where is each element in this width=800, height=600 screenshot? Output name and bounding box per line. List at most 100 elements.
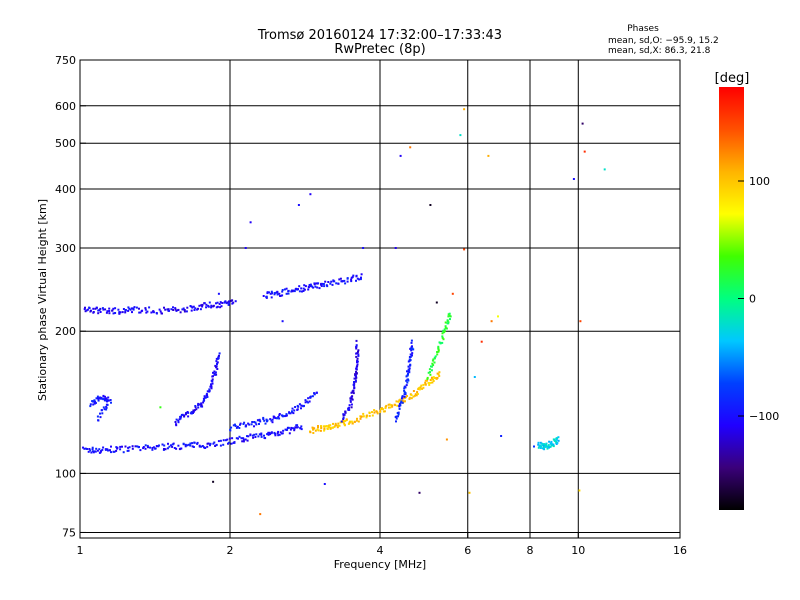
- echo-trace-point: [247, 435, 250, 438]
- echo-trace-point: [339, 277, 342, 280]
- echo-trace-point: [168, 309, 170, 312]
- echo-trace-point: [118, 312, 121, 315]
- echo-trace-point: [260, 435, 263, 438]
- echo-trace-point: [107, 449, 110, 452]
- echo-trace-point: [128, 446, 131, 449]
- echo-trace-point: [341, 280, 344, 283]
- echo-trace-point: [167, 442, 169, 445]
- echo-scatter-point: [463, 108, 466, 111]
- echo-trace-point: [387, 403, 390, 406]
- echo-trace-point: [431, 362, 434, 365]
- echo-trace-point: [431, 381, 434, 384]
- stats-heading: Phases: [627, 24, 659, 34]
- echo-trace-point: [132, 308, 135, 311]
- echo-trace-point: [379, 411, 382, 413]
- echo-trace-point: [298, 285, 301, 288]
- echo-trace-point: [309, 395, 312, 398]
- echo-trace-point: [312, 432, 315, 434]
- echo-trace-point: [296, 288, 299, 291]
- echo-trace-point: [556, 437, 559, 440]
- echo-trace-point: [239, 423, 241, 426]
- echo-scatter-point: [603, 168, 606, 171]
- echo-trace-point: [323, 285, 326, 288]
- echo-trace-point: [433, 361, 436, 364]
- colorbar-tick-label: 0: [749, 293, 756, 306]
- echo-trace-point: [106, 310, 109, 313]
- echo-trace-point: [446, 322, 449, 325]
- echo-trace-point: [182, 307, 185, 310]
- x-tick-label: 1: [77, 544, 84, 557]
- echo-trace-point: [87, 450, 90, 453]
- echo-trace-point: [273, 416, 276, 419]
- echo-trace-point: [131, 311, 133, 314]
- echo-trace-point: [102, 395, 105, 398]
- echo-trace-point: [213, 370, 216, 373]
- echo-scatter-point: [159, 406, 162, 409]
- echo-trace-point: [200, 405, 203, 408]
- echo-scatter-point: [490, 320, 493, 323]
- echo-trace-point: [116, 447, 119, 450]
- echo-trace-point: [83, 447, 86, 450]
- echo-trace-point: [424, 379, 427, 382]
- echo-trace-point: [448, 312, 451, 315]
- echo-trace-point: [271, 421, 274, 424]
- echo-trace-point: [228, 437, 231, 440]
- echo-scatter-point: [451, 292, 454, 295]
- echo-trace-point: [118, 311, 121, 314]
- echo-trace-point: [352, 274, 355, 277]
- echo-trace-point: [166, 447, 169, 450]
- echo-trace-point: [427, 371, 430, 374]
- echo-trace-point: [371, 414, 374, 417]
- echo-trace-point: [431, 359, 434, 362]
- echo-trace-point: [200, 304, 203, 307]
- echo-scatter-point: [394, 247, 397, 249]
- echo-trace-point: [252, 436, 255, 439]
- echo-trace-point: [100, 450, 103, 452]
- echo-trace-point: [442, 338, 445, 341]
- echo-trace-point: [410, 347, 412, 350]
- echo-trace-point: [269, 433, 272, 436]
- echo-trace-point: [127, 309, 130, 312]
- echo-scatter-point: [309, 193, 312, 196]
- echo-trace-point: [432, 376, 435, 379]
- echo-trace-point: [426, 378, 429, 380]
- echo-trace-point: [267, 433, 270, 436]
- echo-trace-point: [211, 382, 214, 385]
- echo-trace-point: [540, 445, 543, 448]
- echo-trace-point: [321, 282, 324, 285]
- echo-trace-point: [208, 388, 211, 391]
- echo-trace-point: [411, 354, 413, 357]
- echo-trace-point: [121, 445, 123, 448]
- echo-trace-point: [183, 414, 186, 417]
- echo-trace-point: [381, 407, 383, 410]
- x-tick-label: 16: [673, 544, 687, 557]
- echo-trace-point: [285, 413, 288, 416]
- echo-trace-point: [538, 444, 541, 447]
- echo-trace-point: [542, 446, 545, 449]
- echo-trace-point: [106, 400, 108, 403]
- echo-trace-point: [190, 412, 193, 415]
- echo-trace-point: [248, 423, 251, 426]
- echo-trace-point: [172, 306, 174, 309]
- echo-trace-point: [537, 443, 540, 446]
- echo-trace-point: [92, 451, 95, 454]
- echo-trace-point: [426, 379, 429, 382]
- echo-trace-point: [99, 311, 102, 313]
- echo-trace-point: [144, 444, 147, 447]
- echo-trace-point: [179, 417, 182, 420]
- y-tick-label: 300: [55, 242, 76, 255]
- echo-trace-point: [332, 422, 334, 425]
- echo-trace-point: [198, 304, 201, 307]
- echo-trace-point: [416, 391, 419, 394]
- echo-trace-point: [170, 444, 172, 447]
- echo-trace-point: [285, 414, 288, 417]
- echo-trace-point: [408, 371, 411, 374]
- echo-trace-point: [141, 309, 144, 312]
- echo-scatter-point: [249, 221, 252, 224]
- echo-trace-point: [432, 364, 435, 367]
- echo-trace-point: [251, 434, 254, 437]
- echo-trace-point: [99, 307, 102, 310]
- echo-trace-point: [219, 444, 222, 447]
- echo-trace-point: [105, 397, 108, 400]
- echo-scatter-point: [445, 438, 448, 441]
